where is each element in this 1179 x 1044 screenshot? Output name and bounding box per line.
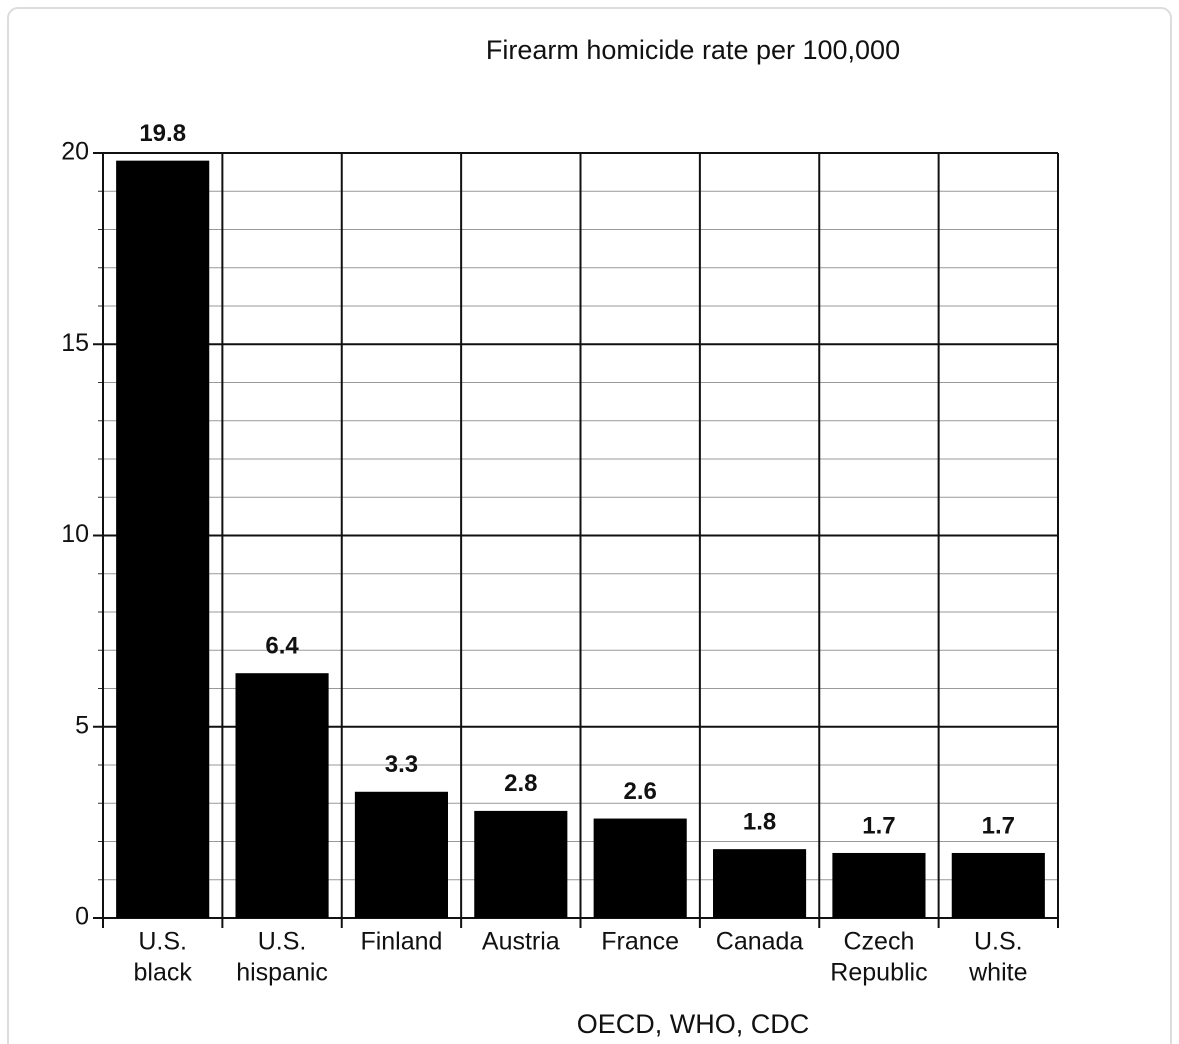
x-tick-label: Finland [360, 928, 442, 956]
x-tick-label: white [968, 959, 1027, 987]
x-tick-label: hispanic [236, 959, 328, 987]
chart-title: Firearm homicide rate per 100,000 [486, 35, 900, 65]
bar [832, 852, 926, 918]
y-tick-label: 15 [61, 329, 89, 357]
x-tick-label: Republic [830, 959, 927, 987]
y-tick-label: 0 [75, 903, 89, 931]
bar [713, 849, 807, 918]
value-label: 2.8 [504, 770, 537, 797]
value-label: 1.7 [982, 812, 1015, 839]
x-tick-label: black [134, 959, 193, 987]
value-label: 6.4 [265, 633, 299, 660]
bar [116, 160, 210, 918]
x-tick-label: U.S. [138, 928, 187, 956]
x-tick-label: U.S. [258, 928, 307, 956]
y-tick-label: 20 [61, 138, 89, 166]
bar [951, 852, 1045, 918]
x-tick-label: U.S. [974, 928, 1023, 956]
bar [235, 673, 329, 918]
value-label: 3.3 [385, 751, 418, 778]
y-tick-label: 10 [61, 520, 89, 548]
bar [354, 791, 448, 918]
value-label: 19.8 [139, 120, 186, 147]
value-label: 1.7 [862, 812, 895, 839]
y-tick-label: 5 [75, 711, 89, 739]
value-label: 1.8 [743, 808, 776, 835]
value-label: 2.6 [624, 778, 657, 805]
x-tick-label: Austria [482, 928, 560, 956]
x-tick-label: Canada [716, 928, 804, 956]
bar [593, 818, 687, 918]
x-tick-label: Czech [844, 928, 915, 956]
x-tick-label: France [601, 928, 679, 956]
bar [474, 810, 568, 918]
source: OECD, WHO, CDC [577, 1009, 810, 1039]
